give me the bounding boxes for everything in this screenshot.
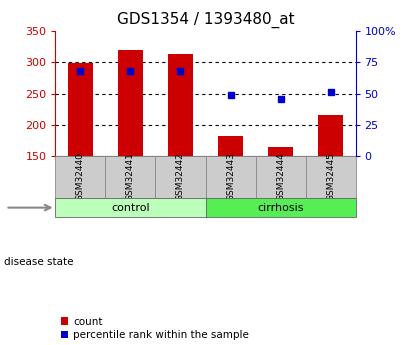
Bar — [256, 156, 305, 198]
Bar — [318, 115, 343, 156]
Bar — [155, 156, 206, 198]
Text: control: control — [111, 203, 150, 213]
Bar — [106, 156, 155, 198]
Bar — [168, 54, 193, 156]
Bar — [218, 136, 243, 156]
Legend: count, percentile rank within the sample: count, percentile rank within the sample — [61, 317, 249, 340]
Text: GSM32445: GSM32445 — [326, 152, 335, 201]
Text: disease state: disease state — [4, 257, 74, 267]
Bar — [206, 198, 356, 217]
Bar — [305, 156, 356, 198]
Text: GSM32444: GSM32444 — [276, 152, 285, 201]
Text: GSM32440: GSM32440 — [76, 152, 85, 201]
Text: cirrhosis: cirrhosis — [257, 203, 304, 213]
Text: GSM32442: GSM32442 — [176, 152, 185, 201]
Bar — [206, 156, 256, 198]
Title: GDS1354 / 1393480_at: GDS1354 / 1393480_at — [117, 12, 294, 28]
Bar — [55, 156, 106, 198]
Bar — [268, 147, 293, 156]
Bar — [118, 50, 143, 156]
Bar — [55, 198, 206, 217]
Text: GSM32441: GSM32441 — [126, 152, 135, 201]
Bar — [68, 63, 93, 156]
Text: GSM32443: GSM32443 — [226, 152, 235, 201]
